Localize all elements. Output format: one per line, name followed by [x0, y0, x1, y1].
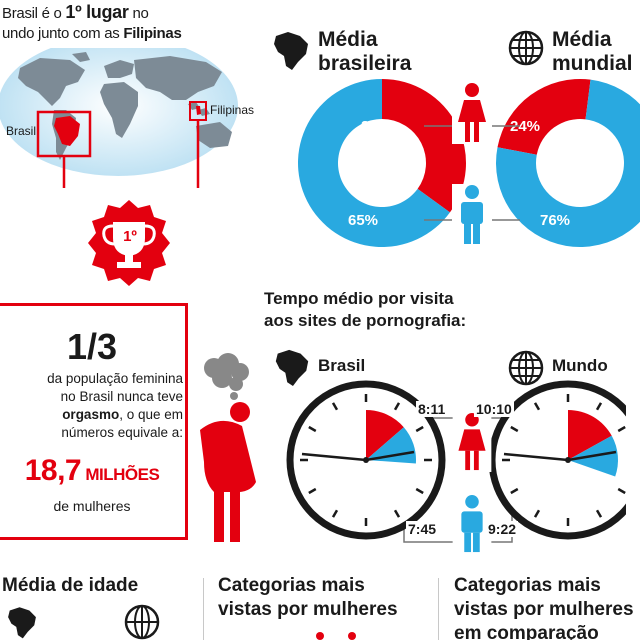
donut-mundial-male-pct: 76%: [540, 212, 571, 229]
donut-mundial-male-slice: [496, 79, 640, 247]
clock-brasil-tick: [308, 425, 317, 433]
donut-mundial-female-pct: 24%: [510, 118, 541, 135]
clock-brasil-center: [363, 457, 369, 463]
brazil-map-icon: [274, 32, 308, 70]
clock-brasil-tick: [308, 487, 317, 495]
male-icon: [452, 184, 492, 246]
clock-mundo-tick: [595, 402, 603, 411]
stat-big-number: 18,7 MILHÕES: [24, 454, 160, 487]
male-icon-clock: [452, 494, 492, 554]
clock-brasil-tick: [331, 402, 339, 411]
cat-comparacao-title: Categorias mais vistas por mulheres em c…: [454, 575, 634, 640]
map-label-brasil: Brasil: [6, 124, 37, 138]
donut-brasil-male-slice: [298, 79, 450, 248]
tempo-brasil-female: 8:11: [416, 401, 448, 417]
clocks: [286, 380, 626, 543]
tempo-brasil-male: 7:45: [406, 521, 439, 537]
clock-mundo-tick: [533, 509, 541, 518]
clock-brasil: [286, 380, 446, 540]
trophy-icon: [88, 200, 170, 286]
clock-brasil-tick: [393, 509, 401, 518]
media-mundial-title: Média mundial: [552, 28, 633, 75]
tempo-title: Tempo médio por visita aos sites de porn…: [264, 289, 467, 330]
globe-icon: [508, 30, 544, 66]
clock-brasil-tick: [393, 402, 401, 411]
clock-mundo-tick: [510, 487, 519, 495]
donut-brasil-female-pct: 35%: [361, 118, 392, 135]
female-icon-clock: [452, 412, 492, 472]
brazil-map-icon-bottom: [8, 607, 36, 639]
intro-text: Brasil é o 1º lugar no undo junto com as…: [2, 2, 202, 44]
divider-1: [203, 578, 204, 640]
clock-mundo-tick: [617, 425, 626, 433]
donut-brasil-male-pct: 65%: [348, 212, 379, 229]
idade-title: Média de idade: [2, 575, 139, 596]
donut-mundial-female-slice: [497, 79, 591, 155]
cat-mulheres-title: Categorias mais vistas por mulheres: [218, 575, 398, 620]
clock-brasil-hand-hour: [365, 450, 415, 462]
clock-mundo-hand-minute: [503, 452, 569, 462]
clock-brasil-hand-minute: [301, 452, 367, 462]
intro-line-1: Brasil é o 1º lugar no: [2, 2, 149, 22]
clock-mundo-center: [565, 457, 571, 463]
divider-2: [438, 578, 439, 640]
clock-brasil-female-wedge: [366, 410, 404, 460]
clock-brasil-tick: [331, 509, 339, 518]
stat-description: da população feminina no Brasil nunca te…: [47, 371, 183, 440]
clock-brasil-tick: [415, 425, 424, 433]
map-label-filipinas: Filipinas: [210, 103, 255, 117]
clock-brasil-tick: [415, 487, 424, 495]
world-map: [0, 48, 238, 188]
clock-mundo-tick: [533, 402, 541, 411]
donut-brasil-female-slice: [382, 79, 466, 213]
intro-line-2: undo junto com as Filipinas: [2, 25, 182, 42]
clock-mundo-tick: [510, 425, 519, 433]
tempo-mundo-male: 9:22: [486, 521, 519, 537]
clock-mundo-tick: [617, 487, 626, 495]
globe-icon-bottom: [124, 604, 160, 640]
stat-unit: de mulheres: [53, 498, 131, 514]
globe-icon-small: [508, 350, 544, 386]
brazil-map-icon-small: [275, 349, 309, 387]
tempo-mundo-female: 10:10: [474, 401, 514, 417]
sad-woman-icon: [200, 353, 256, 542]
female-orgasm-stat-box: 1/3 da população feminina no Brasil nunc…: [0, 303, 188, 540]
female-icons-partial: [316, 632, 356, 640]
rank-label: 1º: [123, 228, 137, 245]
clock-mundo: [488, 380, 626, 540]
female-icon: [452, 82, 492, 144]
media-brasileira-title: Média brasileira: [318, 28, 412, 75]
tempo-mundo-label: Mundo: [552, 356, 608, 375]
clock-mundo-female-wedge: [568, 410, 612, 460]
donut-mundial: [496, 79, 640, 247]
clock-mundo-hand-hour: [567, 450, 617, 462]
stat-fraction: 1/3: [66, 326, 118, 367]
tempo-brasil-label: Brasil: [318, 356, 366, 375]
clock-mundo-tick: [595, 509, 603, 518]
donut-brasil: [298, 79, 466, 248]
